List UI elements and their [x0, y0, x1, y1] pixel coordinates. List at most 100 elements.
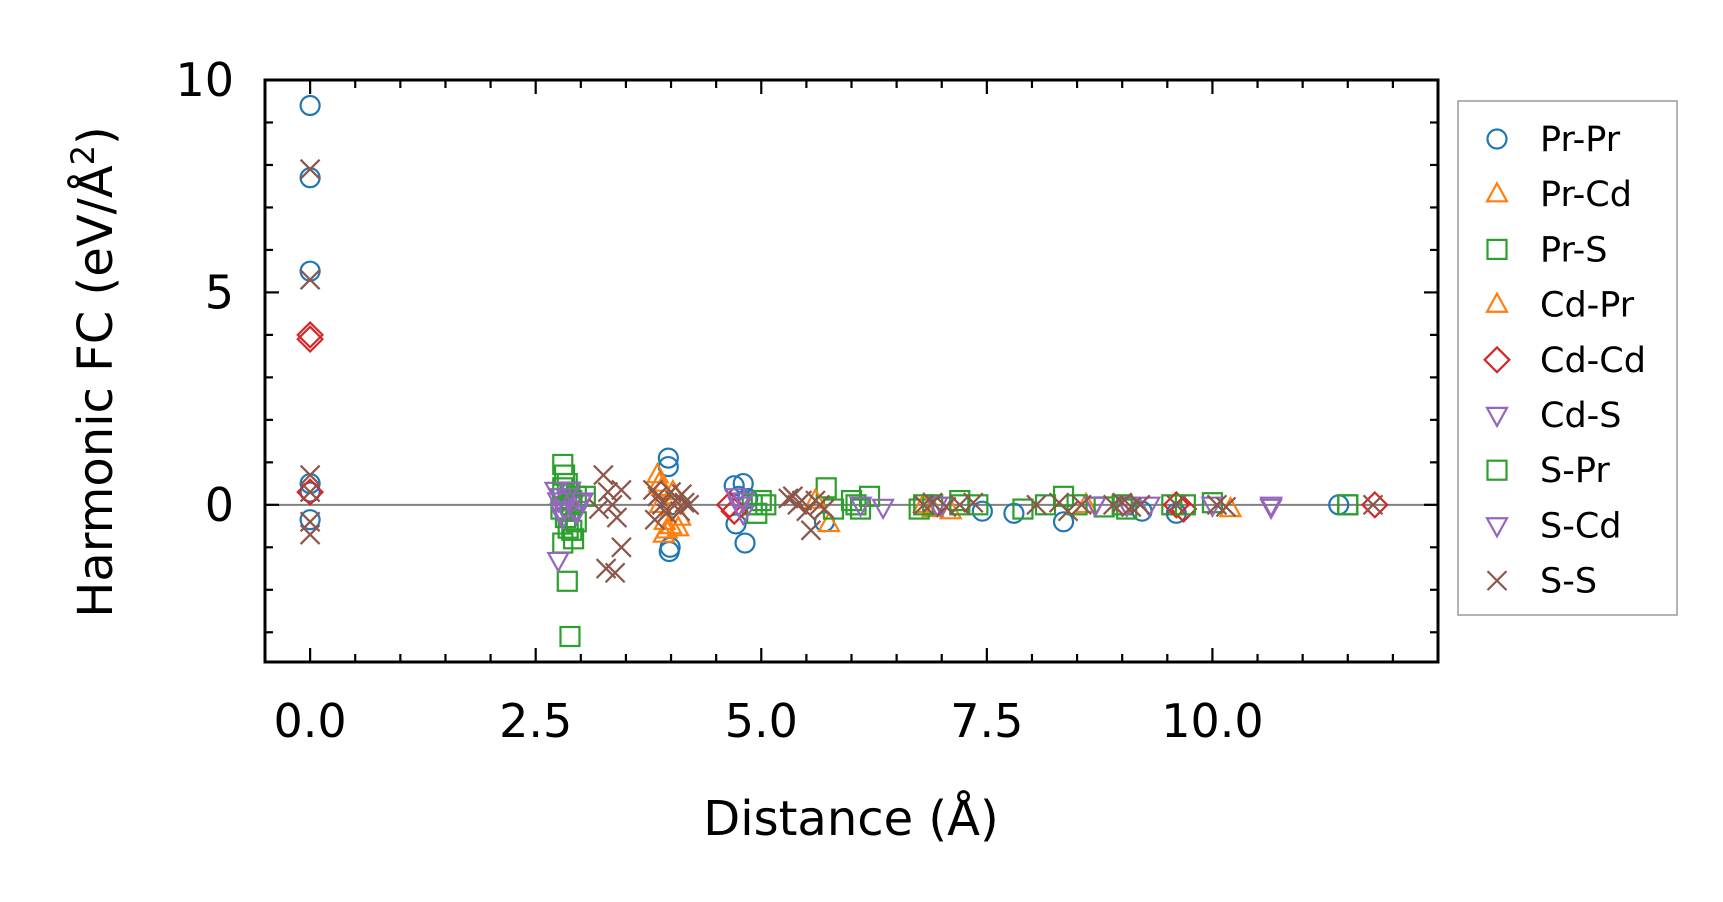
data-point-cd-cd — [296, 320, 325, 349]
legend-label-pr-s: Pr-S — [1540, 230, 1608, 270]
legend-item-s-s: S-S — [1486, 562, 1597, 602]
legend-marker-s-s — [1486, 570, 1508, 591]
data-point-s-s — [602, 494, 623, 516]
data-point-s-s — [597, 481, 619, 503]
legend-marker-pr-pr — [1486, 128, 1508, 150]
data-point-s-s — [1071, 494, 1092, 516]
data-point-pr-pr — [299, 509, 321, 531]
data-point-pr-pr — [734, 532, 756, 554]
legend-label-s-s: S-S — [1540, 562, 1597, 602]
x-tick-label: 7.5 — [950, 694, 1023, 748]
data-point-pr-s — [750, 489, 772, 512]
x-tick-label: 2.5 — [499, 694, 572, 748]
y-axis-label-close: ) — [68, 126, 124, 145]
plot-marks — [265, 94, 1438, 648]
data-point-pr-cd — [817, 510, 841, 533]
data-point-cd-pr — [666, 514, 691, 537]
data-point-pr-pr — [299, 167, 321, 189]
legend-label-pr-cd: Pr-Cd — [1540, 175, 1632, 215]
legend-label-cd-s: Cd-S — [1540, 396, 1622, 436]
data-point-s-s — [299, 158, 321, 180]
series-s-pr — [552, 477, 1359, 533]
legend-item-cd-pr: Cd-Pr — [1485, 286, 1635, 326]
legend-marker-s-cd — [1485, 517, 1509, 539]
data-point-s-s — [963, 492, 984, 513]
y-axis-label-main: Harmonic FC (eV/Å — [67, 165, 124, 618]
data-point-s-s — [593, 464, 614, 486]
data-point-cd-cd — [296, 478, 325, 506]
x-tick-label: 0.0 — [274, 694, 347, 748]
legend-item-s-pr: S-Pr — [1486, 451, 1610, 491]
legend-item-pr-s: Pr-S — [1486, 230, 1608, 270]
data-point-s-s — [299, 269, 321, 290]
data-point-pr-cd — [645, 461, 670, 484]
data-point-s-pr — [913, 494, 935, 516]
data-point-cd-cd — [1162, 490, 1191, 519]
data-point-s-s — [299, 524, 321, 545]
data-point-s-pr — [1337, 494, 1359, 516]
data-point-s-s — [644, 509, 666, 530]
data-point-s-s — [588, 498, 610, 520]
legend-label-cd-pr: Cd-Pr — [1540, 286, 1635, 326]
data-point-s-pr — [1066, 494, 1088, 516]
data-point-cd-s — [1137, 496, 1162, 519]
data-point-s-s — [1362, 494, 1384, 516]
data-point-pr-pr — [299, 94, 321, 117]
legend-item-pr-pr: Pr-Pr — [1486, 120, 1621, 160]
y-tick-label: 5 — [205, 265, 234, 319]
data-point-pr-pr — [657, 447, 679, 469]
legend-marker-s-pr — [1486, 459, 1508, 481]
legend-marker-cd-cd — [1483, 345, 1511, 374]
data-point-s-cd — [848, 496, 873, 519]
data-point-s-pr — [949, 494, 971, 516]
data-point-s-s — [671, 483, 693, 505]
data-point-s-pr — [755, 494, 777, 516]
data-point-s-s — [1057, 500, 1079, 522]
data-point-s-s — [1215, 496, 1237, 518]
data-point-pr-pr — [299, 260, 321, 282]
data-point-pr-pr — [971, 500, 993, 522]
data-point-s-s — [1166, 494, 1187, 516]
data-point-s-s — [642, 479, 664, 501]
data-point-s-cd — [558, 481, 582, 504]
data-point-pr-s — [559, 625, 581, 648]
axes-frame — [263, 78, 1440, 664]
data-point-cd-pr — [803, 487, 828, 509]
data-point-s-s — [800, 520, 822, 541]
data-point-s-s — [809, 494, 831, 516]
data-point-s-s — [791, 490, 813, 511]
data-point-cd-cd — [1360, 490, 1389, 519]
y-axis-label: Harmonic FC (eV/Å2) — [64, 126, 124, 618]
data-point-cd-s — [871, 498, 895, 521]
data-point-s-s — [1026, 494, 1047, 516]
tick-labels: 0.0 2.5 5.0 7.5 10.0 0 5 10 — [175, 53, 1263, 748]
data-point-cd-s — [543, 481, 568, 504]
data-point-pr-s — [556, 570, 578, 592]
data-point-s-pr — [565, 511, 587, 533]
data-point-cd-s — [731, 505, 756, 527]
legend-item-cd-s: Cd-S — [1485, 396, 1622, 436]
data-point-cd-pr — [647, 470, 672, 492]
legend-label-pr-pr: Pr-Pr — [1540, 120, 1621, 160]
axis-ticks — [265, 78, 1438, 662]
legend-label-s-cd: S-Cd — [1540, 506, 1622, 546]
data-point-s-s — [611, 479, 632, 501]
x-axis-label: Distance (Å) — [703, 790, 998, 847]
data-point-s-s — [678, 494, 700, 516]
data-point-s-cd — [570, 492, 595, 514]
data-point-s-s — [1129, 494, 1151, 516]
data-point-s-cd — [546, 551, 571, 574]
legend: Pr-Pr Pr-Cd Pr-S Cd-Pr Cd-Cd Cd-S S-Pr S-Cd S-S — [1457, 100, 1678, 616]
data-point-s-cd — [1259, 496, 1283, 519]
data-point-s-s — [299, 481, 321, 503]
data-point-cd-cd — [296, 325, 325, 354]
data-point-s-s — [606, 507, 628, 528]
data-point-s-s — [604, 562, 626, 584]
data-point-s-cd — [731, 492, 756, 514]
legend-marker-cd-pr — [1485, 291, 1509, 313]
data-point-pr-s — [815, 477, 837, 499]
data-point-s-cd — [549, 488, 573, 510]
y-axis-label-superscript: 2 — [64, 145, 102, 165]
legend-item-s-cd: S-Cd — [1485, 506, 1622, 546]
